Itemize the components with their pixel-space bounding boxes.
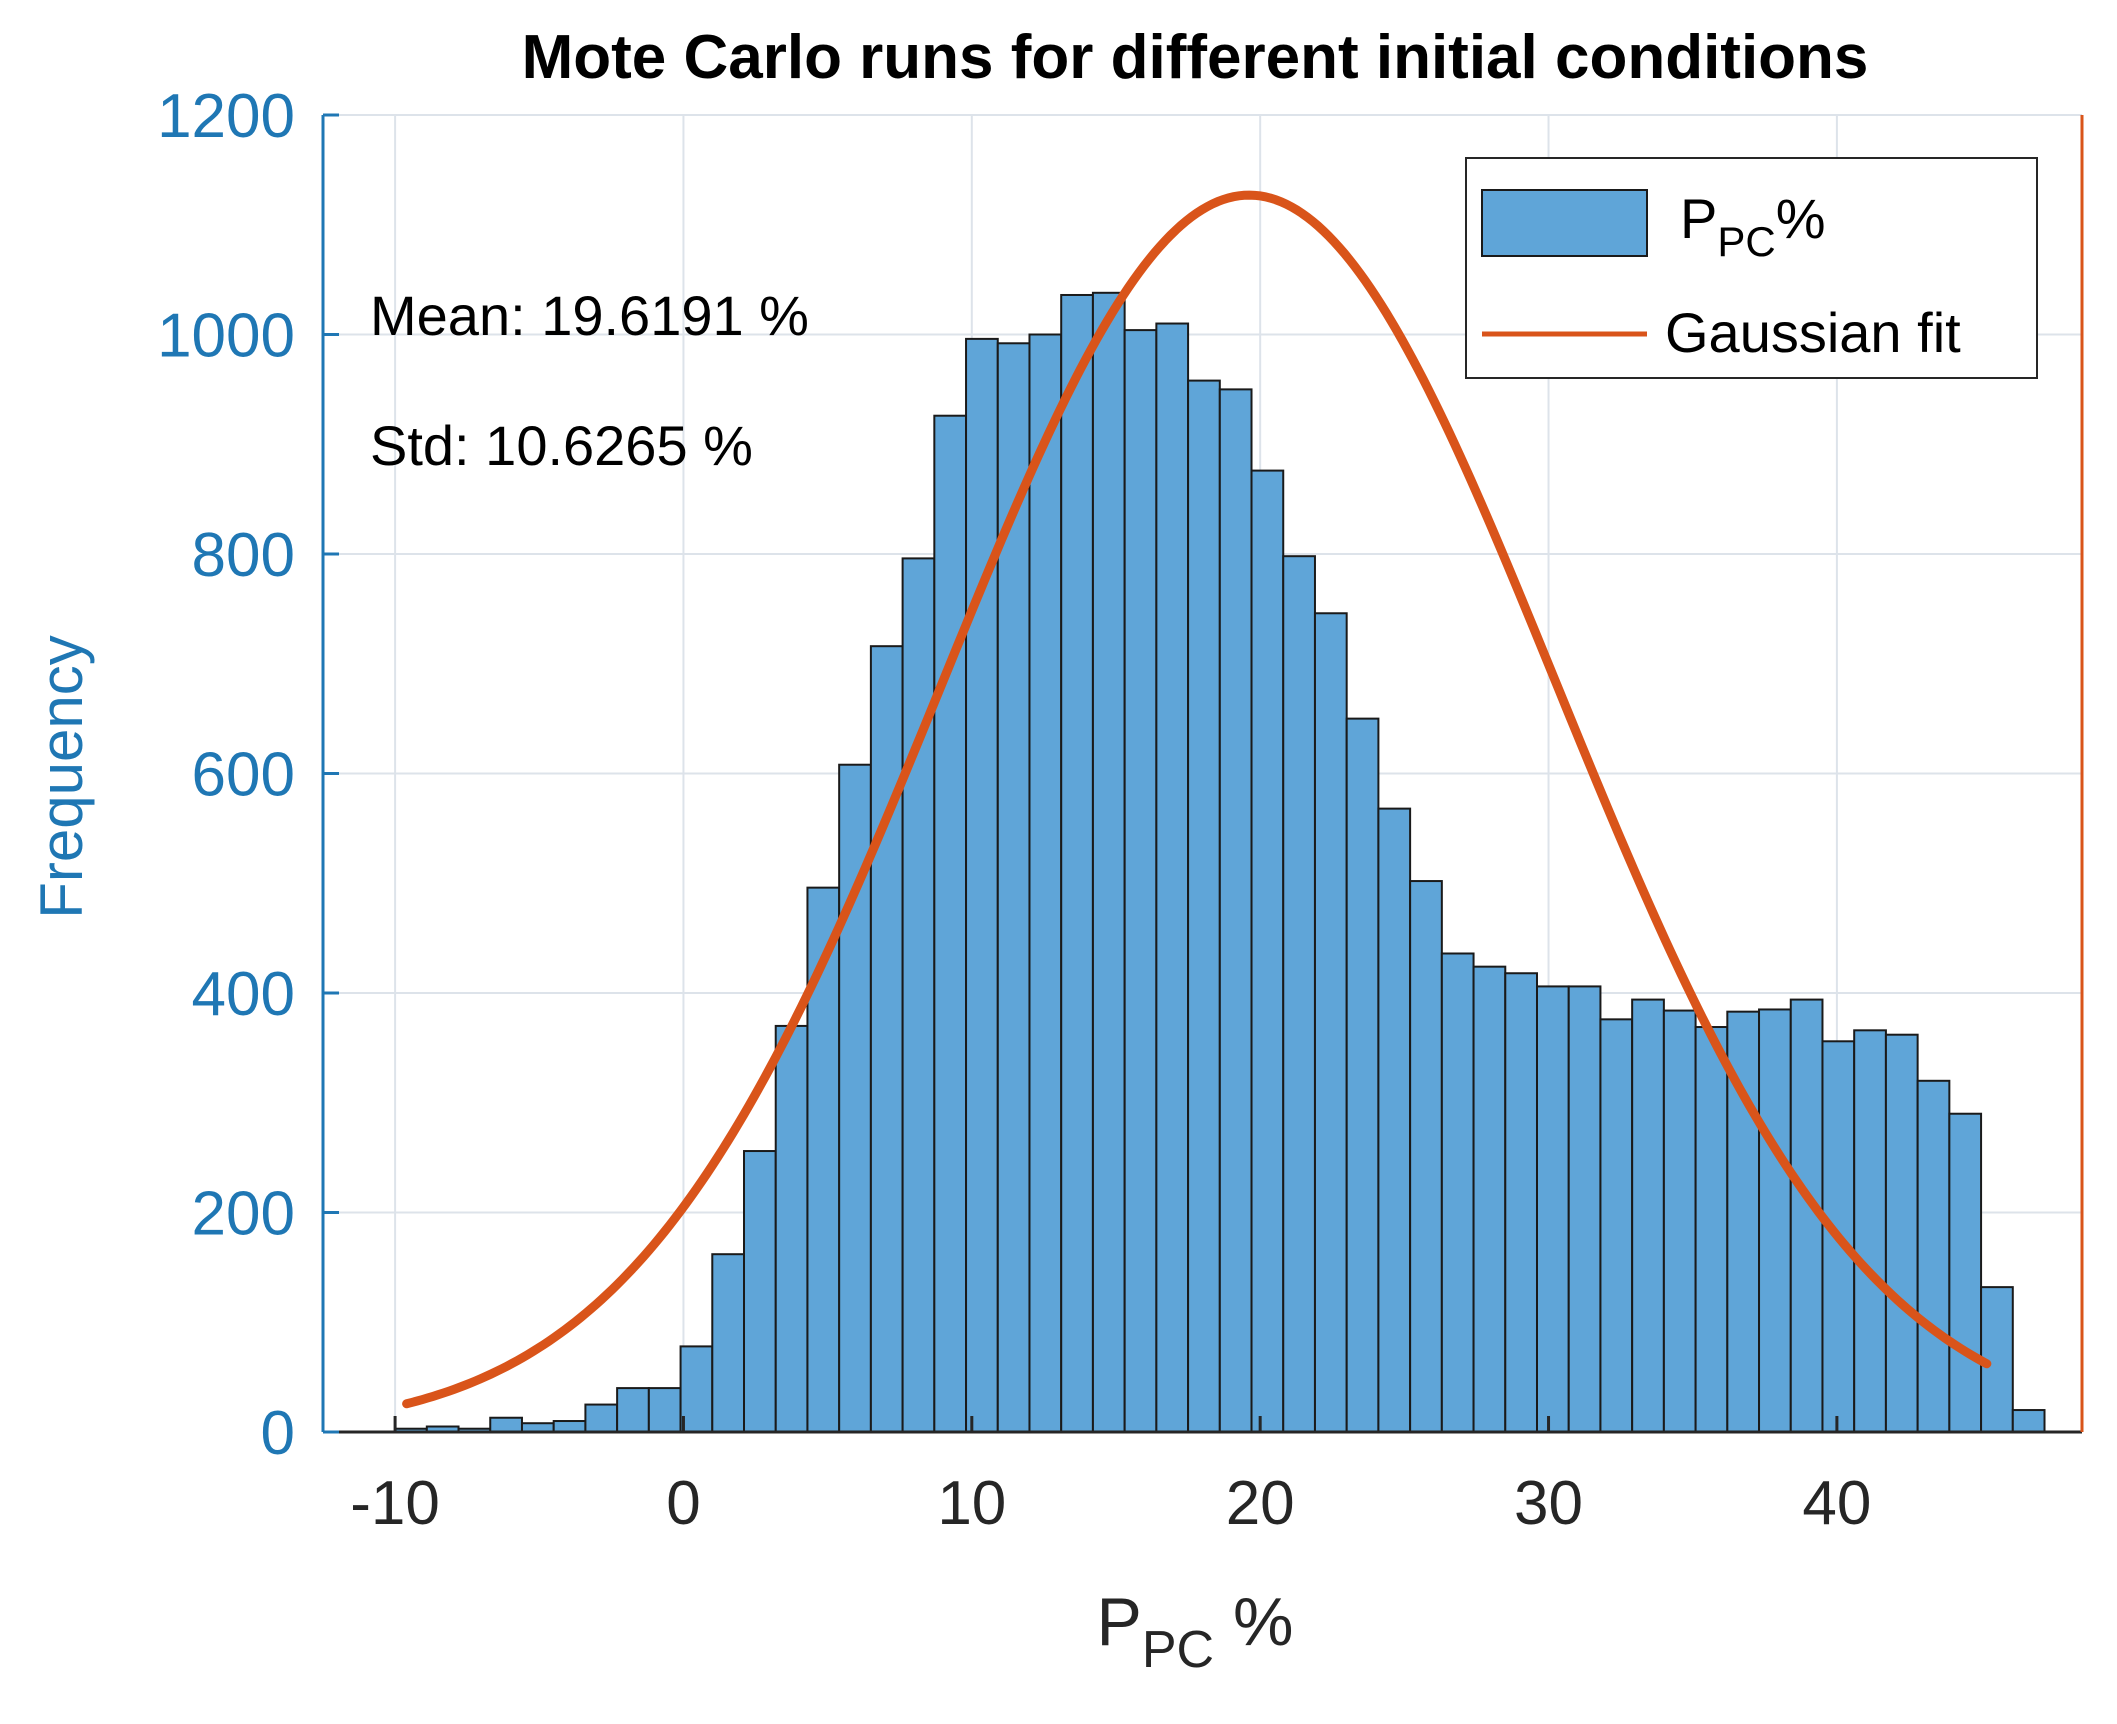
histogram-bar [1916,1079,1951,1434]
histogram-bar [1218,388,1253,1433]
histogram-bar [774,1024,809,1434]
histogram-bar [743,1150,777,1434]
histogram-bar [1155,322,1190,1433]
x-tick-label: 30 [1514,1469,1583,1538]
chart-title: Mote Carlo runs for different initial co… [522,23,1869,92]
mean-annotation: Mean: 19.6191 % [370,284,809,347]
legend-label-fit: Gaussian fit [1665,301,1961,364]
histogram-bar [647,1387,682,1433]
legend-label-histogram-sub: PC [1717,218,1775,265]
legend-swatch-histogram [1481,189,1648,257]
histogram-bar [1409,880,1443,1433]
histogram-bar [1694,1026,1729,1433]
std-annotation: Std: 10.6265 % [370,414,753,477]
histogram-bar [1662,1009,1697,1433]
y-tick-label: 1000 [157,302,295,371]
histogram-bars [394,291,2046,1434]
histogram-bar [616,1387,650,1433]
histogram-bar [901,557,936,1433]
histogram-bar [869,645,904,1433]
x-axis-label-sub: PC [1142,1621,1214,1679]
histogram-bar [1821,1040,1856,1434]
histogram-bar [1567,985,1602,1433]
x-tick-label: 0 [666,1469,700,1538]
gaussian-fit-line [402,190,1992,1409]
y-tick-label: 1200 [157,82,295,151]
x-tick-label: 40 [1802,1469,1871,1538]
histogram-bar [1631,998,1665,1434]
histogram-bar [1250,469,1285,1433]
histogram-bar [2011,1409,2046,1434]
axes [321,113,2084,1434]
histogram-bar [1028,333,1063,1433]
x-tick-label: 10 [937,1469,1006,1538]
histogram-bar [711,1253,746,1433]
legend-label-histogram: PPC% [1680,187,1826,265]
y-tick-label: 400 [192,960,295,1029]
legend: PPC% Gaussian fit [1465,157,2038,379]
histogram-bar [1758,1008,1792,1434]
histogram-bar [1853,1029,1887,1433]
y-tick-label: 800 [192,521,295,590]
histogram-bar [933,414,968,1433]
x-axis-label-main: P [1097,1584,1142,1660]
histogram-bar [1948,1112,1983,1433]
histogram-bar [1440,952,1475,1433]
y-tick-label: 200 [192,1180,295,1249]
y-tick-labels: 0 200 400 600 800 1000 1200 [157,82,295,1468]
histogram-bar [552,1420,587,1434]
histogram-bar [1345,717,1380,1433]
x-tick-labels: -10 0 10 20 30 40 [350,1469,1871,1538]
histogram-bar [1504,972,1538,1433]
legend-label-histogram-suffix: % [1776,187,1826,250]
histogram-bar [1313,612,1348,1433]
legend-label-histogram-main: P [1680,187,1717,250]
x-axis-label: PPC % [1097,1584,1294,1679]
y-tick-label: 600 [192,741,295,810]
histogram-bar [1123,329,1158,1433]
histogram-bar [965,337,999,1433]
histogram-bar [1187,379,1221,1434]
x-tick-label: -10 [350,1469,440,1538]
histogram-bar [679,1345,714,1434]
histogram-bar [1472,965,1507,1433]
histogram-bar [1060,293,1094,1433]
histogram-bar [489,1416,523,1434]
y-tick-label: 0 [261,1399,295,1468]
histogram-bar [1282,555,1316,1433]
histogram-bar [1599,1018,1634,1434]
histogram-bar [1091,291,1126,1433]
x-axis-label-suffix: % [1214,1584,1293,1660]
histogram-bar [584,1403,619,1433]
histogram-bar [1884,1033,1919,1433]
x-tick-label: 20 [1226,1469,1295,1538]
histogram-bar [1535,985,1570,1433]
y-axis-label: Frequency [28,635,95,918]
histogram-bar [1377,807,1412,1433]
